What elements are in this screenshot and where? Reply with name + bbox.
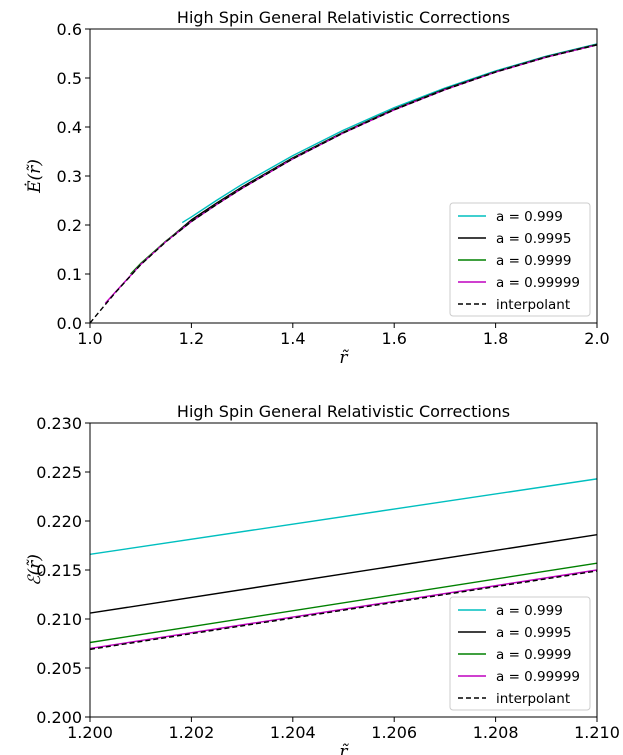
legend: a = 0.999 a = 0.9995 a = 0.9999 a = 0.99999… xyxy=(449,596,591,711)
legend-entry: a = 0.99999 xyxy=(496,669,580,685)
y-axis-label: Ė(r̃) xyxy=(24,159,45,194)
series-line-3 xyxy=(90,562,597,644)
chart-title: High Spin General Relativistic Correctio… xyxy=(177,402,510,421)
y-tick-label: 0.2 xyxy=(57,216,82,235)
x-tick-label: 1.8 xyxy=(483,329,508,348)
x-axis-label: r̃ xyxy=(339,742,349,755)
x-tick-label: 1.6 xyxy=(381,329,406,348)
x-tick-label: 1.2 xyxy=(179,329,204,348)
y-tick-label: 0.215 xyxy=(36,561,82,580)
series-line-1 xyxy=(90,478,597,556)
x-tick-label: 2.0 xyxy=(584,329,609,348)
y-tick-label: 0.205 xyxy=(36,659,82,678)
y-tick-label: 0.210 xyxy=(36,610,82,629)
y-tick-label: 0.5 xyxy=(57,69,82,88)
series-line-5 xyxy=(90,570,597,651)
x-tick-label: 1.210 xyxy=(574,723,620,742)
y-tick-label: 0.0 xyxy=(57,314,82,333)
y-tick-label: 0.200 xyxy=(36,708,82,727)
legend: a = 0.999 a = 0.9995 a = 0.9999 a = 0.99999… xyxy=(449,202,591,317)
y-tick-label: 0.4 xyxy=(57,118,82,137)
legend-entry: a = 0.9999 xyxy=(496,647,571,663)
legend-entry: a = 0.9995 xyxy=(496,625,571,641)
legend-entry: a = 0.999 xyxy=(496,603,563,619)
x-tick-label: 1.204 xyxy=(270,723,316,742)
legend-entry: a = 0.999 xyxy=(496,209,563,225)
y-tick-label: 0.6 xyxy=(57,20,82,39)
legend-box xyxy=(449,596,591,711)
legend-entry: a = 0.99999 xyxy=(496,275,580,291)
legend-box xyxy=(449,202,591,317)
legend-entry: interpolant xyxy=(496,691,570,707)
x-tick-label: 1.206 xyxy=(371,723,417,742)
legend-entry: interpolant xyxy=(496,297,570,313)
y-tick-label: 0.3 xyxy=(57,167,82,186)
series-line-2 xyxy=(90,534,597,614)
plot-area xyxy=(90,478,597,651)
y-tick-label: 0.225 xyxy=(36,463,82,482)
x-tick-label: 1.200 xyxy=(67,723,113,742)
legend-entry: a = 0.9999 xyxy=(496,253,571,269)
series-line-5 xyxy=(90,44,597,323)
series-line-1 xyxy=(181,43,597,224)
chart-1: 1.0 1.2 1.4 1.6 1.8 2.0 0.0 0.1 0.2 0.3 0.4 0.5 0.6 H… xyxy=(24,8,610,368)
legend-entry: a = 0.9995 xyxy=(496,231,571,247)
x-tick-label: 1.202 xyxy=(168,723,214,742)
y-tick-label: 0.220 xyxy=(36,512,82,531)
y-tick-label: 0.230 xyxy=(36,414,82,433)
x-tick-label: 1.0 xyxy=(77,329,102,348)
x-tick-label: 1.4 xyxy=(280,329,305,348)
plot-area xyxy=(90,43,597,323)
y-axis-label: ℰ(r̃) xyxy=(25,554,45,586)
x-tick-label: 1.208 xyxy=(473,723,519,742)
x-axis-label: r̃ xyxy=(339,348,349,368)
y-tick-label: 0.1 xyxy=(57,265,82,284)
chart-title: High Spin General Relativistic Correctio… xyxy=(177,8,510,27)
chart-2: 1.200 1.202 1.204 1.206 1.208 1.210 0.200 0.205… xyxy=(25,402,620,755)
series-line-4 xyxy=(90,569,597,650)
